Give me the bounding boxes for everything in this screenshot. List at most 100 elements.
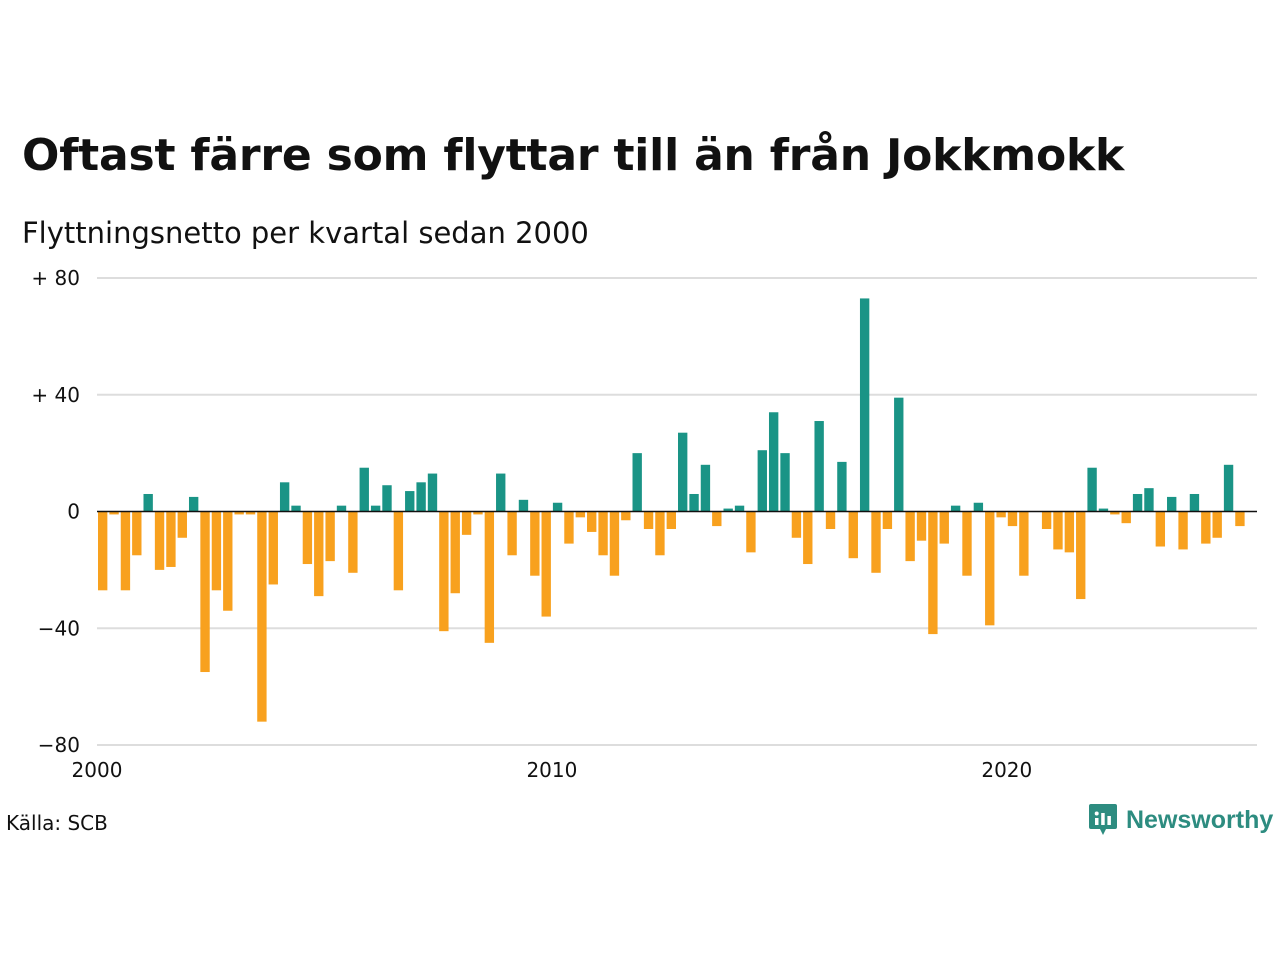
bar-2024-q3 xyxy=(1212,511,1222,538)
bar-2000-q1 xyxy=(98,511,108,591)
bar-2008-q3 xyxy=(484,511,495,643)
bar-2000-q2 xyxy=(109,511,119,515)
bar-2023-q3 xyxy=(1167,496,1177,512)
bar-2012-q1 xyxy=(643,511,654,530)
bar-2001-q3 xyxy=(166,511,176,567)
chart-title: Oftast färre som flyttar till än från Jo… xyxy=(22,130,1125,181)
bar-2011-q4 xyxy=(632,453,642,512)
bar-2006-q2 xyxy=(382,485,392,512)
bar-2021-q3 xyxy=(1076,511,1086,600)
bar-2022-q2 xyxy=(1110,511,1120,515)
bar-2023-q1 xyxy=(1144,488,1154,512)
y-tick-label: 0 xyxy=(67,500,80,524)
bar-2009-q2 xyxy=(518,499,529,512)
bar-2006-q1 xyxy=(370,505,381,512)
bar-2013-q4 xyxy=(723,508,733,512)
gridlines xyxy=(97,277,1257,746)
bar-2015-q4 xyxy=(814,421,824,512)
bar-2024-q1 xyxy=(1189,493,1200,512)
bar-2010-q3 xyxy=(575,511,586,518)
bar-2002-q4 xyxy=(223,511,233,611)
x-tick-label: 2010 xyxy=(526,758,577,782)
bar-2019-q3 xyxy=(985,511,995,626)
x-tick-label: 2020 xyxy=(981,758,1032,782)
bar-2007-q1 xyxy=(416,482,426,512)
bar-2004-q4 xyxy=(314,511,324,597)
bar-2016-q2 xyxy=(837,461,847,512)
chart-subtitle: Flyttningsnetto per kvartal sedan 2000 xyxy=(22,216,589,250)
bar-2001-q4 xyxy=(177,511,187,538)
bar-2007-q2 xyxy=(427,473,438,512)
bar-2001-q1 xyxy=(143,493,153,512)
bar-2007-q3 xyxy=(439,511,449,632)
bar-2007-q4 xyxy=(450,511,460,594)
newsworthy-logo-icon xyxy=(1089,804,1117,835)
bar-2019-q2 xyxy=(973,502,984,512)
bar-2005-q2 xyxy=(336,505,347,512)
bar-2004-q2 xyxy=(291,505,301,512)
bar-2018-q1 xyxy=(916,511,927,541)
bar-2002-q3 xyxy=(211,511,222,591)
bar-2020-q4 xyxy=(1041,511,1052,530)
bar-2020-q1 xyxy=(1007,511,1018,527)
bar-2017-q1 xyxy=(871,511,881,573)
bar-2017-q3 xyxy=(894,397,904,512)
bar-2018-q3 xyxy=(939,511,949,544)
bar-2002-q2 xyxy=(200,511,210,673)
bar-2022-q3 xyxy=(1121,511,1131,524)
bar-2019-q4 xyxy=(996,511,1006,518)
bar-2018-q4 xyxy=(950,505,961,512)
bar-2006-q3 xyxy=(393,511,404,591)
bar-2005-q1 xyxy=(325,511,335,562)
bar-2025-q1 xyxy=(1235,511,1245,527)
bar-2009-q4 xyxy=(541,511,551,617)
bar-2016-q1 xyxy=(825,511,836,530)
bar-2013-q2 xyxy=(700,464,711,512)
bar-2005-q3 xyxy=(348,511,358,573)
bar-2003-q1 xyxy=(234,511,244,515)
bar-2015-q2 xyxy=(791,511,802,538)
y-tick-label: −80 xyxy=(38,733,80,757)
bar-2020-q2 xyxy=(1019,511,1029,576)
bar-2024-q2 xyxy=(1201,511,1211,544)
bar-2019-q1 xyxy=(962,511,972,576)
bar-2014-q1 xyxy=(734,505,745,512)
bar-2016-q3 xyxy=(848,511,858,559)
bar-2006-q4 xyxy=(405,491,415,512)
y-axis-labels: + 80 + 40 0 −40 −80 xyxy=(31,266,80,757)
bar-2014-q4 xyxy=(768,412,779,512)
bar-2012-q4 xyxy=(678,432,688,512)
bar-2002-q1 xyxy=(188,496,199,512)
brand-name: Newsworthy xyxy=(1126,805,1274,834)
bar-2011-q1 xyxy=(598,511,608,556)
bar-2003-q2 xyxy=(245,511,256,515)
bar-2018-q2 xyxy=(928,511,938,635)
x-tick-label: 2000 xyxy=(72,758,123,782)
y-tick-label: −40 xyxy=(38,616,80,640)
bar-2014-q3 xyxy=(757,450,767,512)
bar-2023-q2 xyxy=(1155,511,1166,547)
source-note: Källa: SCB xyxy=(6,811,108,835)
bar-2017-q4 xyxy=(905,511,915,562)
bar-2008-q1 xyxy=(461,511,472,535)
x-axis-labels: 2000 2010 2020 xyxy=(72,758,1033,782)
bar-2011-q2 xyxy=(609,511,620,576)
y-tick-label: + 40 xyxy=(31,383,80,407)
bar-2013-q3 xyxy=(712,511,722,527)
bar-2009-q3 xyxy=(530,511,540,576)
bar-2010-q4 xyxy=(587,511,597,532)
bar-2008-q2 xyxy=(473,511,483,515)
bar-2005-q4 xyxy=(359,467,369,512)
bar-2004-q3 xyxy=(302,511,313,565)
bar-2009-q1 xyxy=(507,511,517,556)
bar-2016-q4 xyxy=(859,298,870,512)
bar-2011-q3 xyxy=(621,511,631,521)
bars xyxy=(98,298,1245,722)
brand-logo: Newsworthy xyxy=(1088,803,1273,837)
bar-2015-q1 xyxy=(780,453,790,512)
bar-2022-q1 xyxy=(1098,508,1109,512)
bar-2021-q4 xyxy=(1087,467,1097,512)
bar-2000-q3 xyxy=(120,511,131,591)
bar-2010-q1 xyxy=(552,502,563,512)
bar-2008-q4 xyxy=(496,473,506,512)
